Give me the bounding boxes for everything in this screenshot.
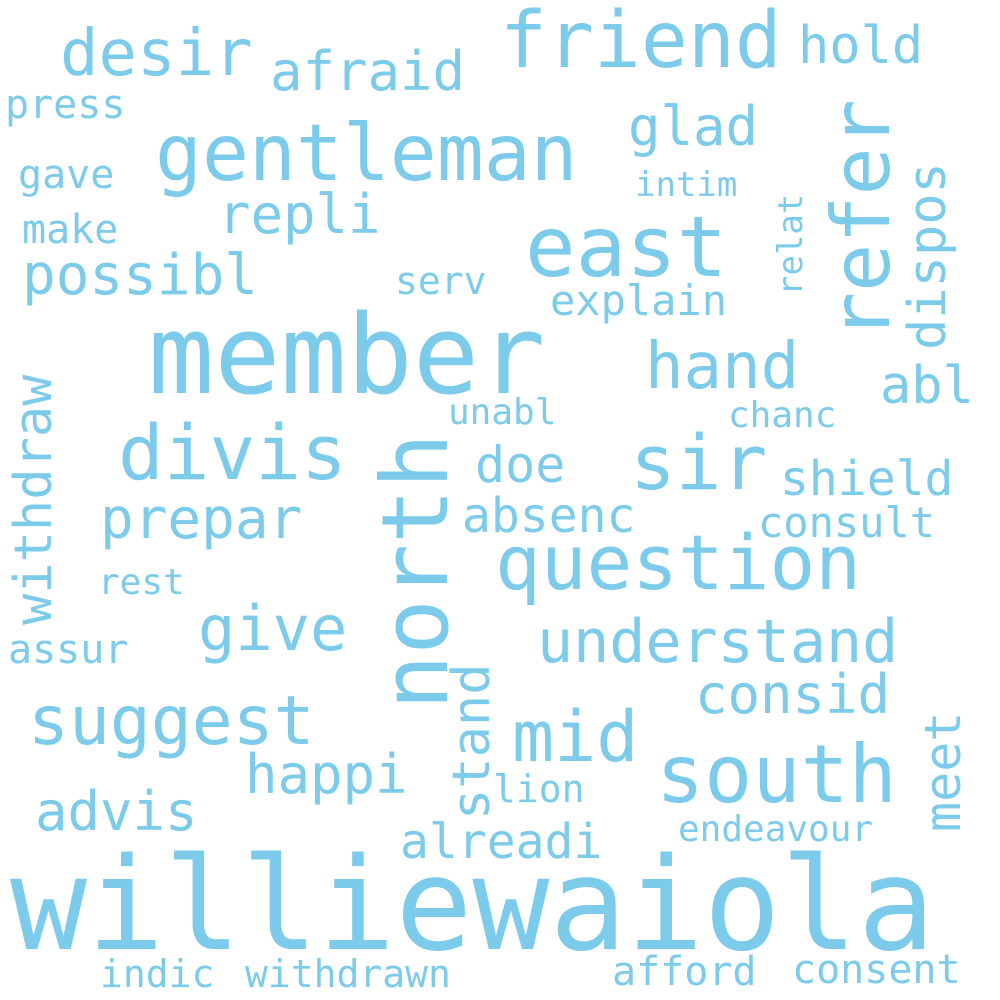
word-gentleman: gentleman <box>155 109 578 199</box>
word-east: east <box>525 198 728 296</box>
word-sir: sir <box>630 418 768 507</box>
word-friend: friend <box>500 0 782 86</box>
word-afraid: afraid <box>270 40 466 103</box>
word-refer: refer <box>815 99 908 340</box>
word-doe: doe <box>475 436 566 494</box>
word-make: make <box>22 207 119 253</box>
word-alreadi: alreadi <box>400 814 603 870</box>
word-hold: hold <box>798 16 924 76</box>
word-williewaiola: williewaiola <box>10 831 935 980</box>
word-possibl: possibl <box>22 243 259 308</box>
word-shield: shield <box>780 451 954 507</box>
word-relat: relat <box>771 193 811 296</box>
word-desir: desir <box>60 17 253 91</box>
word-lion: lion <box>493 767 585 811</box>
word-consent: consent <box>792 947 961 993</box>
word-chanc: chanc <box>728 395 837 436</box>
word-press: press <box>5 82 126 128</box>
word-hand: hand <box>645 330 800 404</box>
word-repli: repli <box>218 183 381 246</box>
word-happi: happi <box>245 743 408 806</box>
word-unabl: unabl <box>448 392 557 433</box>
word-assur: assur <box>8 627 129 673</box>
word-glad: glad <box>628 95 759 158</box>
word-serv: serv <box>395 259 487 303</box>
word-consid: consid <box>695 663 891 726</box>
word-gave: gave <box>18 152 115 198</box>
word-meet: meet <box>914 711 972 832</box>
word-give: give <box>198 592 348 665</box>
word-rest: rest <box>98 562 185 603</box>
word-withdraw: withdraw <box>4 374 64 625</box>
word-divis: divis <box>118 408 347 497</box>
word-question: question <box>495 518 862 607</box>
word-consult: consult <box>758 498 936 547</box>
word-withdrawn: withdrawn <box>245 952 451 996</box>
word-intim: intim <box>635 165 738 205</box>
word-advis: advis <box>35 780 198 843</box>
word-indic: indic <box>100 952 215 996</box>
word-endeavour: endeavour <box>678 809 874 850</box>
word-stand: stand <box>442 663 502 820</box>
word-understand: understand <box>537 607 899 677</box>
word-south: south <box>656 728 897 821</box>
word-abl: abl <box>880 356 974 416</box>
word-mid: mid <box>512 696 639 778</box>
word-explain: explain <box>550 276 728 325</box>
word-afford: afford <box>612 949 757 995</box>
word-member: member <box>148 291 546 419</box>
word-absenc: absenc <box>462 488 636 544</box>
word-dispos: dispos <box>898 162 958 350</box>
word-suggest: suggest <box>28 682 315 761</box>
word-prepar: prepar <box>100 487 303 552</box>
